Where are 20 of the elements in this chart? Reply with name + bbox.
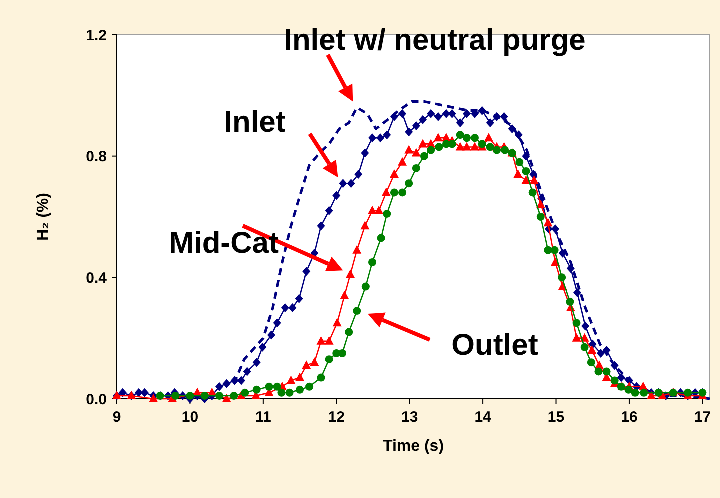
y-tick-label: 0.8 bbox=[86, 148, 107, 166]
x-tick-label: 11 bbox=[255, 409, 272, 426]
x-tick-label: 12 bbox=[328, 409, 345, 426]
x-tick-label: 9 bbox=[112, 409, 122, 426]
x-tick-label: 10 bbox=[182, 409, 199, 426]
annotation: Mid-Cat bbox=[169, 227, 279, 260]
annotation: Outlet bbox=[452, 329, 538, 362]
x-tick-label: 15 bbox=[548, 409, 565, 426]
annotation: Inlet bbox=[224, 106, 286, 139]
x-tick-label: 14 bbox=[474, 409, 492, 426]
x-axis-title: Time (s) bbox=[382, 438, 444, 455]
annotation: Inlet w/ neutral purge bbox=[284, 24, 586, 57]
y-tick-label: 0.0 bbox=[86, 391, 107, 408]
point bbox=[610, 361, 619, 370]
y-axis-title: H₂ (%) bbox=[35, 193, 52, 241]
x-tick-label: 16 bbox=[621, 409, 638, 426]
x-tick-label: 17 bbox=[694, 409, 712, 426]
x-tick-label: 13 bbox=[401, 409, 418, 426]
y-tick-label: 0.4 bbox=[86, 270, 108, 287]
y-tick-label: 1.2 bbox=[86, 27, 107, 44]
